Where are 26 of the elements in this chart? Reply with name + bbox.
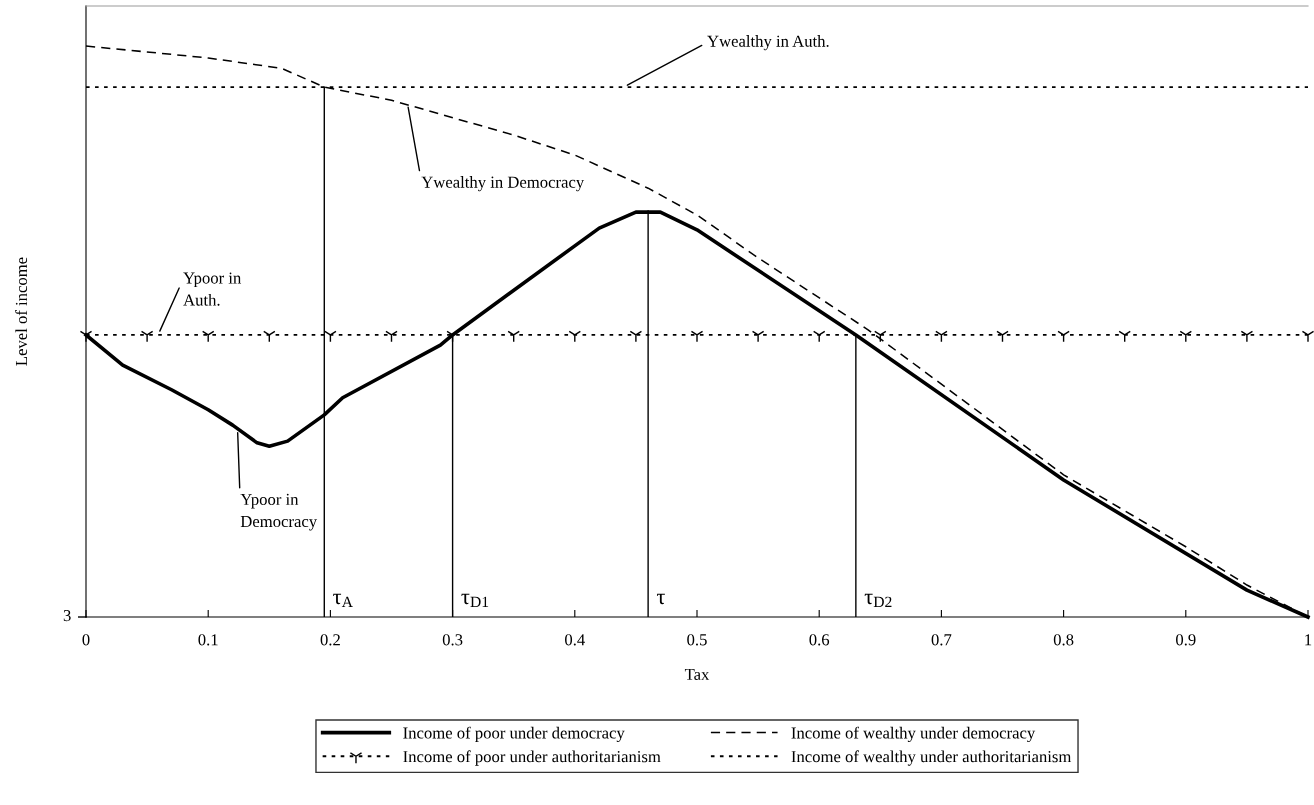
annotation: Ywealthy in Democracy — [421, 176, 585, 192]
legend-label: Income of wealthy under democracy — [791, 726, 1036, 743]
text: 3 — [63, 609, 71, 622]
x-tick-label: 0.3 — [442, 634, 463, 646]
y-axis-title: Level of income — [15, 257, 28, 366]
legend-label: Income of wealthy under authoritarianism — [791, 750, 1072, 766]
annotation: τ$_{D2}$ — [864, 593, 892, 608]
annotation: τ$_{A}$ — [333, 593, 353, 607]
legend-label: Income of poor under authoritarianism — [403, 750, 661, 766]
annotation: τ — [656, 593, 665, 605]
annotation: Ypoor in Democracy — [240, 493, 318, 531]
x-tick-label: 0.1 — [198, 634, 218, 646]
legend-label: Income of poor under democracy — [403, 726, 625, 743]
x-tick-label: 0.4 — [565, 634, 585, 646]
x-tick-label: 0.2 — [320, 634, 340, 646]
x-tick-label: 1 — [1305, 634, 1312, 646]
annotation: Ywealthy in Auth. — [707, 35, 829, 51]
x-tick-label: 0.7 — [931, 634, 952, 646]
annotation: τ$_{D1}$ — [461, 593, 489, 608]
x-tick-label: 0 — [82, 634, 90, 646]
x-tick-label: 0.5 — [687, 634, 707, 646]
x-axis-title: Tax — [684, 668, 710, 680]
x-tick-label: 0.9 — [1176, 634, 1196, 646]
x-tick-label: 0.6 — [809, 634, 830, 646]
annotation: Ypoor in Auth. — [183, 272, 242, 306]
x-tick-label: 0.8 — [1053, 634, 1074, 646]
